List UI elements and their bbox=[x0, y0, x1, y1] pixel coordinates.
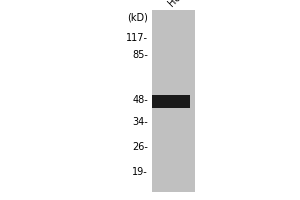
Text: 26-: 26- bbox=[132, 142, 148, 152]
Text: 85-: 85- bbox=[132, 50, 148, 60]
Text: 48-: 48- bbox=[132, 95, 148, 105]
Text: 19-: 19- bbox=[132, 167, 148, 177]
Bar bbox=[152, 10, 195, 192]
Text: 117-: 117- bbox=[126, 33, 148, 43]
Text: HeLa: HeLa bbox=[166, 0, 190, 8]
Text: (kD): (kD) bbox=[127, 13, 148, 23]
Bar bbox=[152, 95, 190, 108]
Text: 34-: 34- bbox=[132, 117, 148, 127]
